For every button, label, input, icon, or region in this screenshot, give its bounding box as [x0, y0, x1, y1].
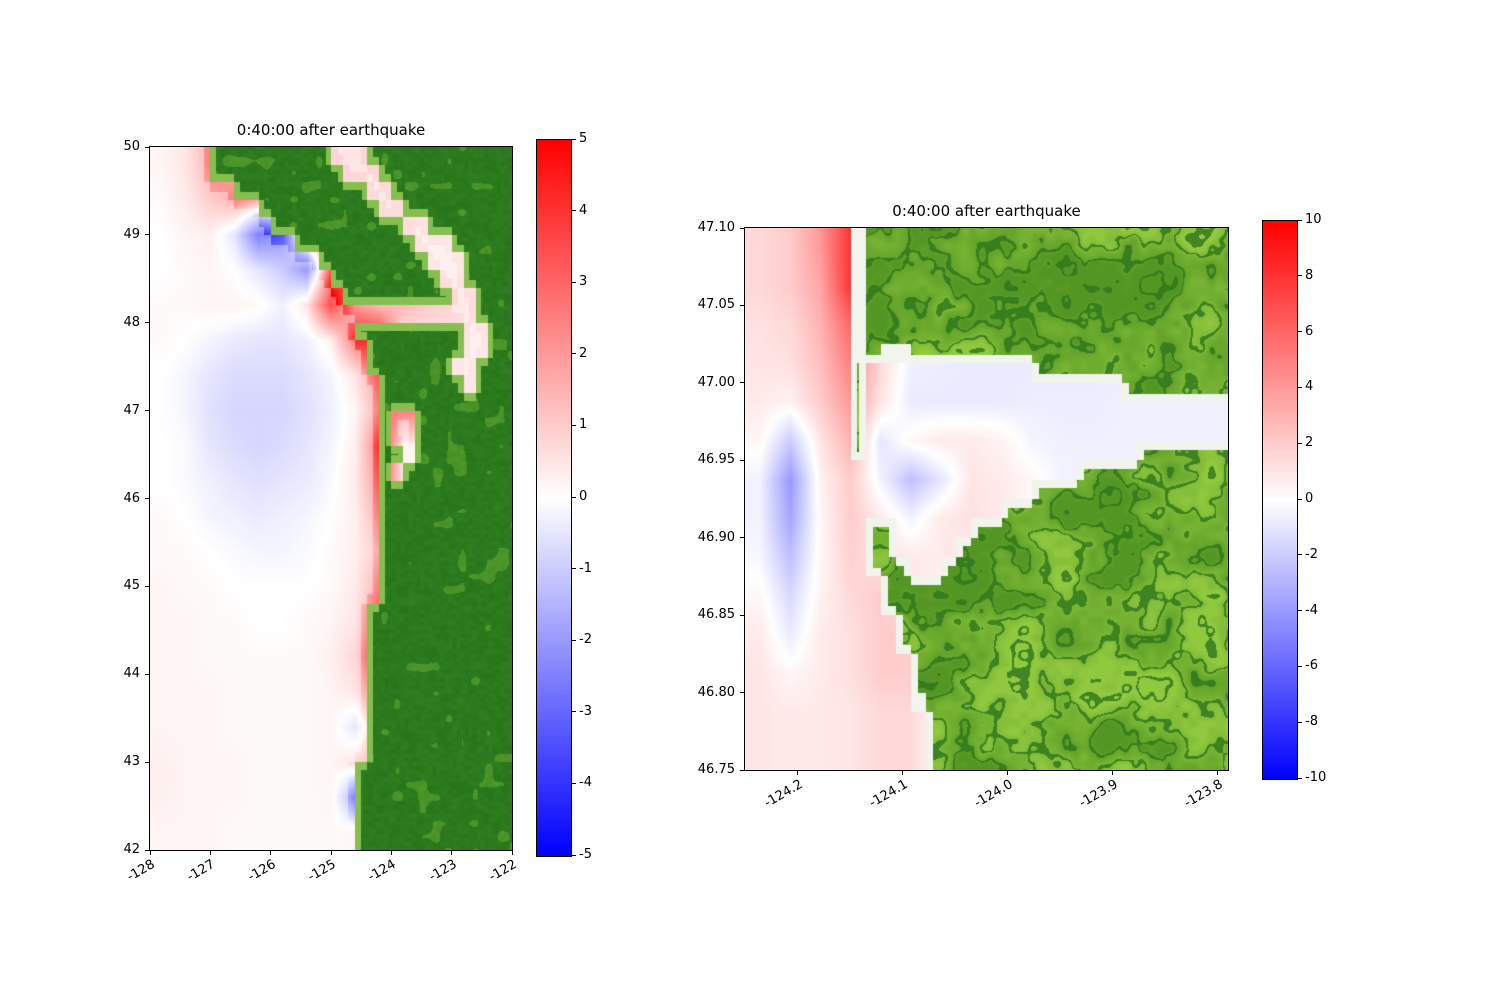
y-tick-mark	[145, 146, 149, 148]
y-tick-label: 46.95	[697, 452, 735, 468]
y-tick-mark	[740, 227, 744, 229]
colorbar-tick-mark	[572, 210, 576, 212]
colorbar-tick-mark	[1298, 610, 1302, 612]
x-tick-mark	[149, 851, 151, 855]
colorbar-tick-label: 10	[1305, 212, 1322, 227]
colorbar-tick-label: -5	[579, 847, 592, 862]
y-tick-mark	[145, 234, 149, 236]
right-colorbar	[1262, 220, 1298, 780]
colorbar-tick-label: -4	[579, 775, 592, 791]
y-tick-label: 44	[123, 666, 140, 682]
x-tick-mark	[451, 851, 453, 855]
x-tick-mark	[330, 851, 332, 855]
colorbar-tick-mark	[572, 711, 576, 713]
y-tick-mark	[145, 673, 149, 675]
y-tick-label: 49	[123, 226, 140, 242]
colorbar-tick-mark	[1298, 219, 1302, 221]
y-tick-mark	[145, 761, 149, 763]
right-panel-title: 0:40:00 after earthquake	[892, 202, 1081, 220]
x-tick-mark	[270, 851, 272, 855]
colorbar-tick-label: -2	[1305, 546, 1318, 562]
colorbar-tick-label: 0	[579, 489, 588, 504]
y-tick-label: 46.85	[697, 607, 735, 623]
colorbar-tick-mark	[572, 639, 576, 641]
y-tick-mark	[740, 304, 744, 306]
colorbar-tick-label: 5	[579, 131, 588, 146]
colorbar-tick-label: -2	[579, 632, 592, 648]
colorbar-tick-mark	[1298, 554, 1302, 556]
colorbar-tick-mark	[572, 854, 576, 856]
y-tick-label: 46.90	[697, 529, 735, 545]
y-tick-mark	[145, 585, 149, 587]
colorbar-tick-mark	[1298, 721, 1302, 723]
y-tick-label: 46.75	[697, 762, 735, 777]
y-tick-label: 47.05	[697, 297, 735, 313]
x-tick-mark	[797, 771, 798, 775]
y-tick-mark	[740, 692, 744, 694]
y-tick-label: 47	[123, 402, 140, 418]
x-tick-mark	[209, 851, 211, 855]
left-colorbar	[536, 139, 572, 857]
colorbar-tick-mark	[1298, 386, 1302, 388]
colorbar-tick-label: 4	[579, 202, 588, 218]
x-tick-mark	[1217, 771, 1218, 775]
y-tick-label: 46	[123, 490, 140, 506]
colorbar-tick-mark	[572, 782, 576, 784]
left-map-heatmap	[150, 147, 512, 850]
colorbar-tick-label: -4	[1305, 602, 1318, 618]
colorbar-tick-label: -10	[1305, 770, 1327, 785]
x-tick-mark	[1007, 771, 1008, 775]
y-tick-mark	[145, 849, 149, 851]
y-tick-mark	[145, 410, 149, 412]
x-tick-mark	[902, 771, 903, 775]
colorbar-tick-label: -3	[579, 703, 592, 719]
y-tick-label: 47.00	[697, 374, 735, 390]
colorbar-tick-mark	[1298, 777, 1302, 779]
colorbar-tick-mark	[1298, 442, 1302, 444]
colorbar-tick-label: 2	[1305, 435, 1314, 451]
colorbar-tick-mark	[1298, 275, 1302, 277]
y-tick-mark	[740, 459, 744, 461]
y-tick-label: 43	[123, 754, 140, 770]
x-tick-mark	[511, 851, 513, 855]
colorbar-tick-mark	[572, 281, 576, 283]
x-tick-mark	[1112, 771, 1113, 775]
y-tick-label: 47.10	[697, 220, 735, 235]
colorbar-tick-label: -1	[579, 560, 592, 576]
y-tick-label: 46.80	[697, 684, 735, 700]
colorbar-tick-mark	[1298, 665, 1302, 667]
right-map-heatmap	[745, 228, 1228, 770]
colorbar-tick-mark	[1298, 498, 1302, 500]
y-tick-mark	[740, 769, 744, 771]
y-tick-label: 48	[123, 314, 140, 330]
y-tick-label: 42	[123, 842, 140, 857]
y-tick-label: 45	[123, 578, 140, 594]
y-tick-mark	[145, 322, 149, 324]
colorbar-tick-label: -6	[1305, 658, 1318, 674]
y-tick-mark	[740, 382, 744, 384]
colorbar-tick-label: 2	[579, 345, 588, 361]
colorbar-tick-label: 8	[1305, 267, 1314, 283]
colorbar-tick-label: 6	[1305, 323, 1314, 339]
colorbar-tick-mark	[572, 424, 576, 426]
colorbar-tick-mark	[572, 353, 576, 355]
y-tick-mark	[145, 498, 149, 499]
colorbar-tick-label: 0	[1305, 491, 1314, 506]
colorbar-tick-label: 3	[579, 274, 588, 290]
colorbar-tick-label: -8	[1305, 714, 1318, 730]
x-tick-mark	[390, 851, 392, 855]
colorbar-tick-mark	[572, 138, 576, 140]
y-tick-mark	[740, 537, 744, 539]
y-tick-label: 50	[123, 139, 140, 154]
left-panel-title: 0:40:00 after earthquake	[236, 121, 426, 139]
y-tick-mark	[740, 614, 744, 616]
colorbar-tick-label: 1	[579, 417, 588, 433]
colorbar-tick-mark	[572, 496, 576, 498]
colorbar-tick-mark	[1298, 331, 1302, 333]
colorbar-tick-label: 4	[1305, 379, 1314, 395]
colorbar-tick-mark	[572, 568, 576, 570]
